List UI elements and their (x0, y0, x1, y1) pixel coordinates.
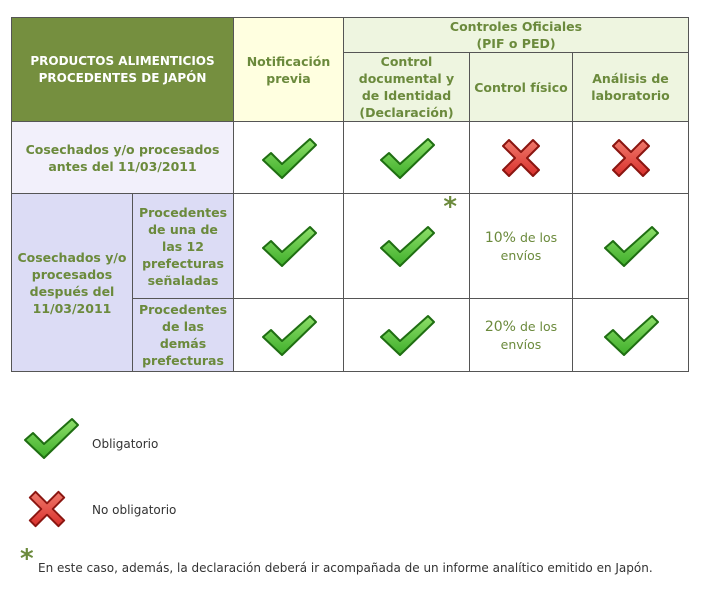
check-icon (24, 418, 79, 459)
row-sub1-label-text: Procedentes de una de las 12 prefecturas… (138, 204, 228, 288)
row-despues-label: Cosechados y/o procesados después del 11… (11, 193, 133, 372)
fisico-20-cell: 20% de los envíos (469, 298, 573, 372)
cross-icon (469, 121, 573, 194)
notificacion-header-text: Notificación previa (246, 53, 331, 86)
controles-header: Controles Oficiales (PIF o PED) (342, 17, 690, 53)
check-icon: * (343, 192, 470, 299)
asterisk-icon: * (20, 544, 34, 574)
check-icon (343, 298, 470, 372)
controls-table: PRODUCTOS ALIMENTICIOS PROCEDENTES DE JA… (11, 17, 690, 372)
fisico-20-pct: 20% (484, 318, 516, 335)
control-documental-text: Control documental y de Identidad (Decla… (358, 54, 455, 120)
check-icon (233, 193, 344, 299)
check-icon (233, 298, 344, 372)
check-icon (343, 121, 470, 194)
row-antes-label-text: Cosechados y/o procesados antes del 11/0… (25, 141, 220, 174)
row-sub2-label-text: Procedentes de las demás prefecturas (138, 302, 228, 368)
control-fisico-header: Control físico (469, 52, 573, 122)
fisico-10-pct: 10% (484, 229, 516, 246)
legend-no-obligatorio: No obligatorio (92, 503, 177, 517)
cross-icon (571, 121, 690, 194)
row-sub2-label: Procedentes de las demás prefecturas (132, 298, 234, 372)
controles-subtitle: (PIF o PED) (476, 36, 556, 51)
check-icon (233, 121, 344, 194)
products-header: PRODUCTOS ALIMENTICIOS PROCEDENTES DE JA… (11, 17, 234, 122)
control-fisico-text: Control físico (474, 79, 568, 95)
products-header-text: PRODUCTOS ALIMENTICIOS PROCEDENTES DE JA… (30, 53, 215, 85)
fisico-10-text: de los envíos (500, 229, 558, 263)
fisico-10-cell: 10% de los envíos (469, 193, 573, 299)
row-sub1-label: Procedentes de una de las 12 prefecturas… (132, 193, 234, 299)
analisis-text: Análisis de laboratorio (591, 71, 670, 103)
analisis-header: Análisis de laboratorio (571, 52, 690, 122)
check-icon (571, 298, 690, 372)
cross-icon (28, 490, 66, 528)
controles-title: Controles Oficiales (449, 19, 583, 34)
footnote-text: En este caso, además, la declaración deb… (38, 561, 653, 575)
row-despues-label-text: Cosechados y/o procesados después del 11… (17, 249, 127, 316)
legend-obligatorio: Obligatorio (92, 437, 159, 451)
fisico-20-text: de los envíos (500, 318, 558, 352)
asterisk-icon: * (443, 192, 457, 222)
check-icon (571, 193, 690, 299)
control-documental-header: Control documental y de Identidad (Decla… (343, 52, 470, 122)
notificacion-header: Notificación previa (233, 17, 344, 122)
row-antes-label: Cosechados y/o procesados antes del 11/0… (11, 121, 234, 194)
